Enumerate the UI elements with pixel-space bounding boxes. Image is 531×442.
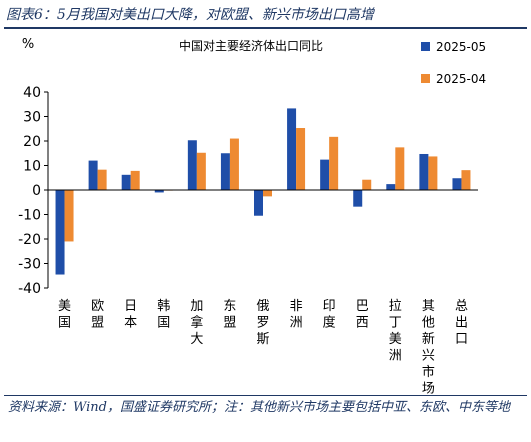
y-tick-label: 30 [23,110,41,126]
y-tick-label: -20 [18,232,41,248]
x-tick-label: 日本 [124,299,137,331]
bar-2025-05-非洲 [287,108,297,190]
legend-swatch-2025-04 [421,74,430,83]
bar-2025-05-拉丁美洲 [386,184,396,190]
bar-2025-04-加拿大 [196,152,206,190]
y-tick-label: 0 [32,183,41,199]
bar-2025-04-总出口 [461,170,471,190]
legend-label-2025-04: 2025-04 [436,72,486,86]
y-axis-label: % [22,37,34,52]
x-tick-label: 东盟 [223,299,236,331]
figure-title: 图表6：5月我国对美出口大降，对欧盟、新兴市场出口高增 [6,7,374,23]
bar-2025-04-美国 [64,190,74,242]
bar-2025-05-日本 [121,174,131,190]
y-tick-label: 10 [23,159,41,175]
bar-2025-05-印度 [320,159,330,190]
bar-2025-04-拉丁美洲 [395,147,405,190]
x-tick-label: 加拿大 [190,299,203,347]
y-tick-label: -40 [18,281,41,297]
x-tick-label: 拉丁美洲 [389,299,402,364]
x-tick-label: 非洲 [290,299,303,331]
y-tick-label: -10 [18,208,41,224]
bar-2025-04-非洲 [296,128,306,190]
x-tick-label: 韩国 [157,299,170,331]
x-tick-label: 巴西 [356,299,369,331]
x-tick-label: 其他新兴市场 [422,299,435,395]
bar-2025-04-印度 [329,136,339,190]
bar-2025-05-巴西 [353,190,363,207]
bar-2025-04-其他新兴市场 [428,156,438,190]
x-tick-label: 俄罗斯 [256,299,269,347]
legend-swatch-2025-05 [421,42,430,51]
bar-2025-04-日本 [130,170,140,190]
bar-2025-05-总出口 [452,178,462,190]
bar-2025-04-俄罗斯 [263,190,272,197]
x-tick-label: 欧盟 [91,299,104,331]
bar-2025-05-俄罗斯 [254,190,263,216]
footer-rule [4,395,527,396]
source-note: 资料来源：Wind，国盛证券研究所；注：其他新兴市场主要包括中亚、东欧、中东等地 [8,400,510,415]
bar-2025-04-东盟 [229,138,239,190]
y-tick-label: -30 [18,257,41,273]
bar-chart: % 中国对主要经济体出口同比 2025-05 2025-04 -40 -30 -20… [18,37,486,395]
legend-label-2025-05: 2025-05 [436,40,486,54]
chart-title: 中国对主要经济体出口同比 [179,38,323,53]
legend: 2025-05 2025-04 [421,40,486,86]
y-tick-label: 20 [23,134,41,150]
bar-2025-04-欧盟 [97,169,107,190]
bar-2025-04-巴西 [362,179,372,190]
y-tick-label: 40 [23,85,41,101]
title-rule [4,27,527,29]
x-tick-label: 美国 [58,299,71,331]
bar-2025-05-其他新兴市场 [419,153,429,190]
bar-2025-05-韩国 [154,190,164,193]
bar-2025-05-加拿大 [187,140,197,190]
bar-2025-05-欧盟 [88,160,98,190]
x-tick-label: 总出口 [455,299,468,347]
bar-2025-05-美国 [55,190,65,275]
bar-2025-05-东盟 [220,153,230,190]
x-tick-label: 印度 [323,299,336,331]
